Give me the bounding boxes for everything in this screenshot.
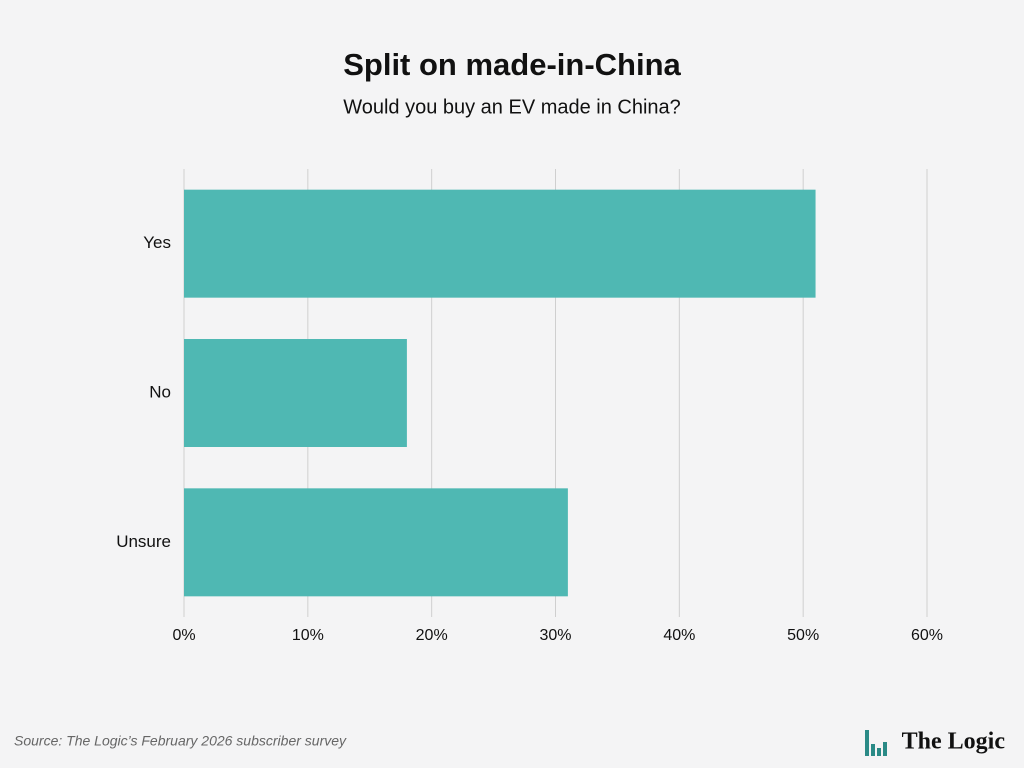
y-tick-label: No [149,382,171,401]
brand-name: The Logic [902,729,1006,755]
x-tick-label: 40% [663,627,695,644]
source-note: Source: The Logic’s February 2026 subscr… [14,733,347,749]
y-tick-label: Yes [143,233,171,252]
bar [184,339,407,447]
x-tick-label: 30% [539,627,571,644]
x-tick-label: 0% [172,627,195,644]
x-tick-label: 20% [416,627,448,644]
x-tick-label: 60% [911,627,943,644]
logo-icon [877,748,881,756]
chart-subtitle: Would you buy an EV made in China? [343,96,681,118]
logo-icon [883,742,887,756]
logo-icon [865,730,869,756]
bar [184,488,568,597]
logo-icon [871,744,875,756]
y-tick-label: Unsure [116,532,171,551]
bar [184,189,816,298]
bars [184,189,816,597]
chart-title: Split on made-in-China [343,47,681,82]
brand-logo: The Logic [865,729,1006,756]
x-tick-label: 50% [787,627,819,644]
x-tick-label: 10% [292,627,324,644]
